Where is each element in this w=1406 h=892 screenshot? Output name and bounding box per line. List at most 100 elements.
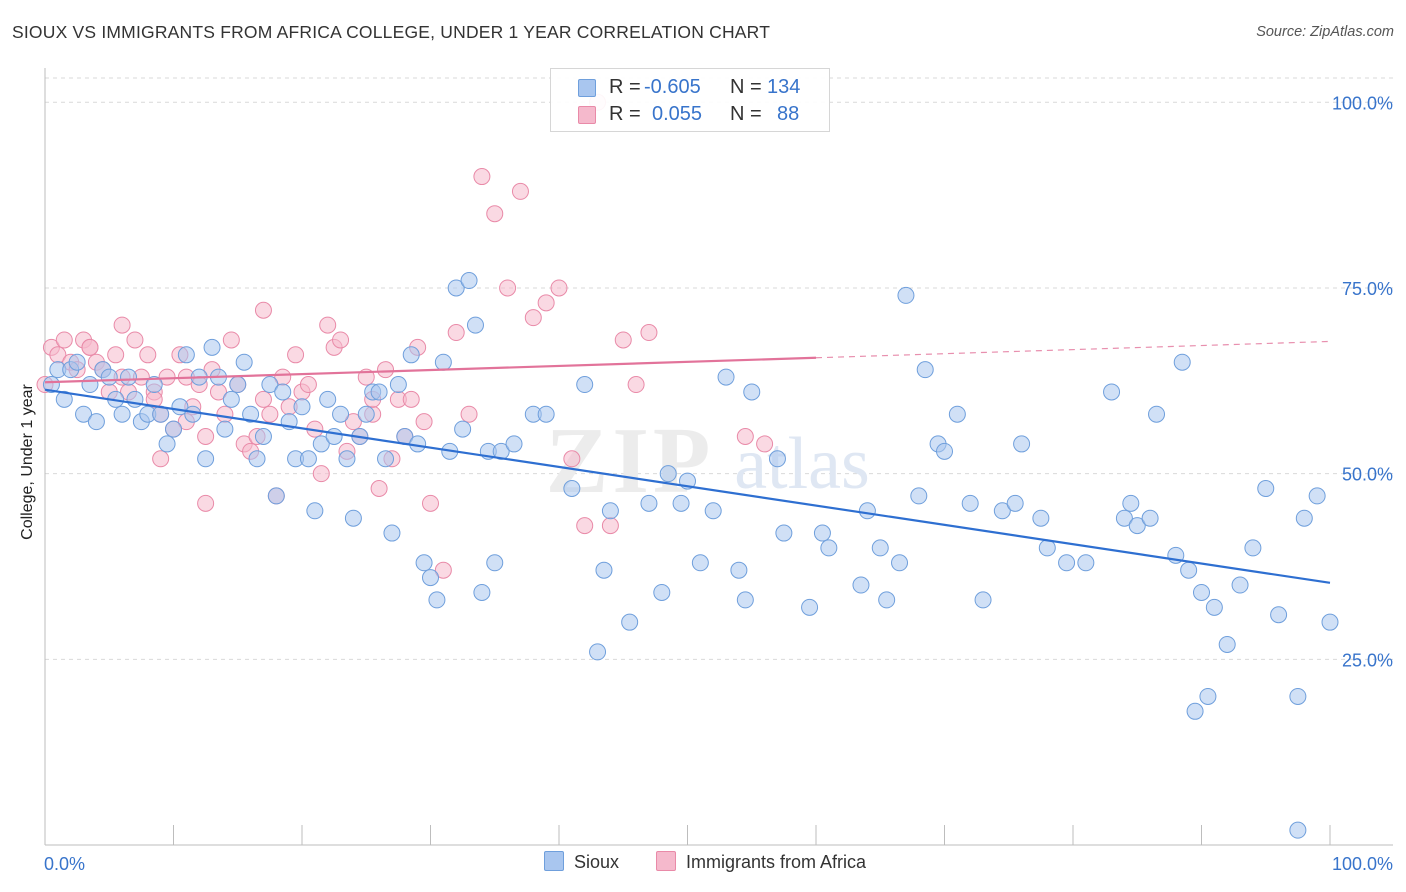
legend-item-sioux[interactable]: Sioux [544, 851, 619, 873]
correlation-row-sioux: R = -0.605 N = 134 [551, 74, 829, 102]
africa-point [640, 324, 658, 342]
sioux-point [1270, 606, 1288, 624]
sioux-point [454, 420, 472, 438]
africa-point [107, 346, 125, 364]
sioux-point [1128, 517, 1146, 535]
legend-label-africa: Immigrants from Africa [686, 852, 867, 872]
sioux-point [389, 376, 407, 394]
sioux-point [1218, 635, 1236, 653]
africa-point [299, 376, 317, 394]
sioux-point [801, 598, 819, 616]
sioux-point [537, 405, 555, 423]
n-value: 88 [777, 103, 800, 125]
sioux-point [158, 435, 176, 453]
x-tick-label-max: 100.0% [1332, 854, 1393, 874]
watermark-atlas: atlas [734, 423, 870, 505]
africa-point [614, 331, 632, 349]
africa-point [126, 331, 144, 349]
sioux-point [325, 428, 343, 446]
sioux-point [248, 450, 266, 468]
africa-point [312, 465, 330, 483]
sioux-point [505, 435, 523, 453]
sioux-point [447, 279, 465, 297]
sioux-point [422, 569, 439, 587]
sioux-point [589, 643, 607, 661]
africa-point [261, 405, 279, 423]
sioux-point [177, 346, 195, 364]
sioux-point [370, 383, 388, 401]
sioux-point [1199, 687, 1217, 705]
sioux-point [197, 450, 215, 468]
sioux-point [81, 376, 99, 394]
sioux-point [415, 554, 433, 572]
sioux-point [235, 353, 253, 371]
sioux-point [640, 494, 658, 512]
chart-title: SIOUX VS IMMIGRANTS FROM AFRICA COLLEGE,… [12, 22, 771, 42]
sioux-point [306, 502, 324, 520]
africa-point [486, 205, 504, 223]
africa-point [152, 450, 170, 468]
africa-point [197, 428, 215, 446]
n-value: 134 [767, 76, 801, 98]
africa-point [197, 494, 215, 512]
sioux-point [486, 554, 504, 572]
africa-trend-line [44, 356, 817, 384]
sioux-point [704, 502, 722, 520]
sioux-point [974, 591, 992, 609]
africa-legend-swatch [656, 851, 676, 871]
africa-point [422, 494, 439, 512]
africa-point [460, 405, 478, 423]
africa-point [499, 279, 517, 297]
sioux-point [576, 376, 594, 394]
africa-point [81, 338, 99, 356]
correlation-box: R = -0.605 N = 134 R = 0.055 N = 88 [550, 68, 830, 132]
sioux-point [775, 524, 793, 542]
r-label: R = [609, 76, 641, 98]
sioux-point [1173, 353, 1191, 371]
n-label: N = [730, 103, 762, 125]
africa-point [139, 346, 157, 364]
africa-point [736, 428, 754, 446]
africa-point [344, 413, 362, 431]
sioux-point [563, 479, 581, 497]
sioux-point [1321, 613, 1339, 631]
sioux-point [730, 561, 748, 579]
sioux-point [165, 420, 182, 438]
sioux-trend-line [44, 388, 1331, 584]
sioux-point [948, 405, 966, 423]
sioux-point [312, 435, 330, 453]
africa-point [511, 182, 529, 200]
africa-point [222, 331, 240, 349]
sioux-point [736, 591, 754, 609]
sioux-point [338, 450, 356, 468]
africa-point [287, 346, 305, 364]
sioux-swatch [578, 79, 596, 97]
sioux-point [344, 509, 362, 527]
africa-point [254, 301, 272, 319]
sioux-point [1032, 509, 1050, 527]
africa-point [370, 479, 388, 497]
sioux-point [55, 390, 73, 408]
sioux-point [216, 420, 234, 438]
sioux-point [672, 494, 690, 512]
legend-item-africa[interactable]: Immigrants from Africa [656, 851, 866, 873]
sioux-point [858, 502, 876, 520]
africa-point [434, 561, 452, 579]
sioux-point [319, 390, 337, 408]
africa-point [537, 294, 555, 312]
sioux-point [897, 286, 915, 304]
africa-point [473, 168, 491, 186]
africa-point [319, 316, 337, 334]
sioux-point [466, 316, 484, 334]
sioux-point [229, 376, 247, 394]
sioux-point [87, 413, 105, 431]
africa-point [563, 450, 581, 468]
chart-source: Source: ZipAtlas.com [1256, 24, 1394, 40]
africa-point [113, 316, 131, 334]
sioux-point [428, 591, 446, 609]
sioux-point [222, 390, 240, 408]
data-points [36, 93, 1339, 839]
sioux-point [871, 539, 889, 557]
sioux-point [113, 405, 131, 423]
sioux-point [460, 272, 478, 290]
